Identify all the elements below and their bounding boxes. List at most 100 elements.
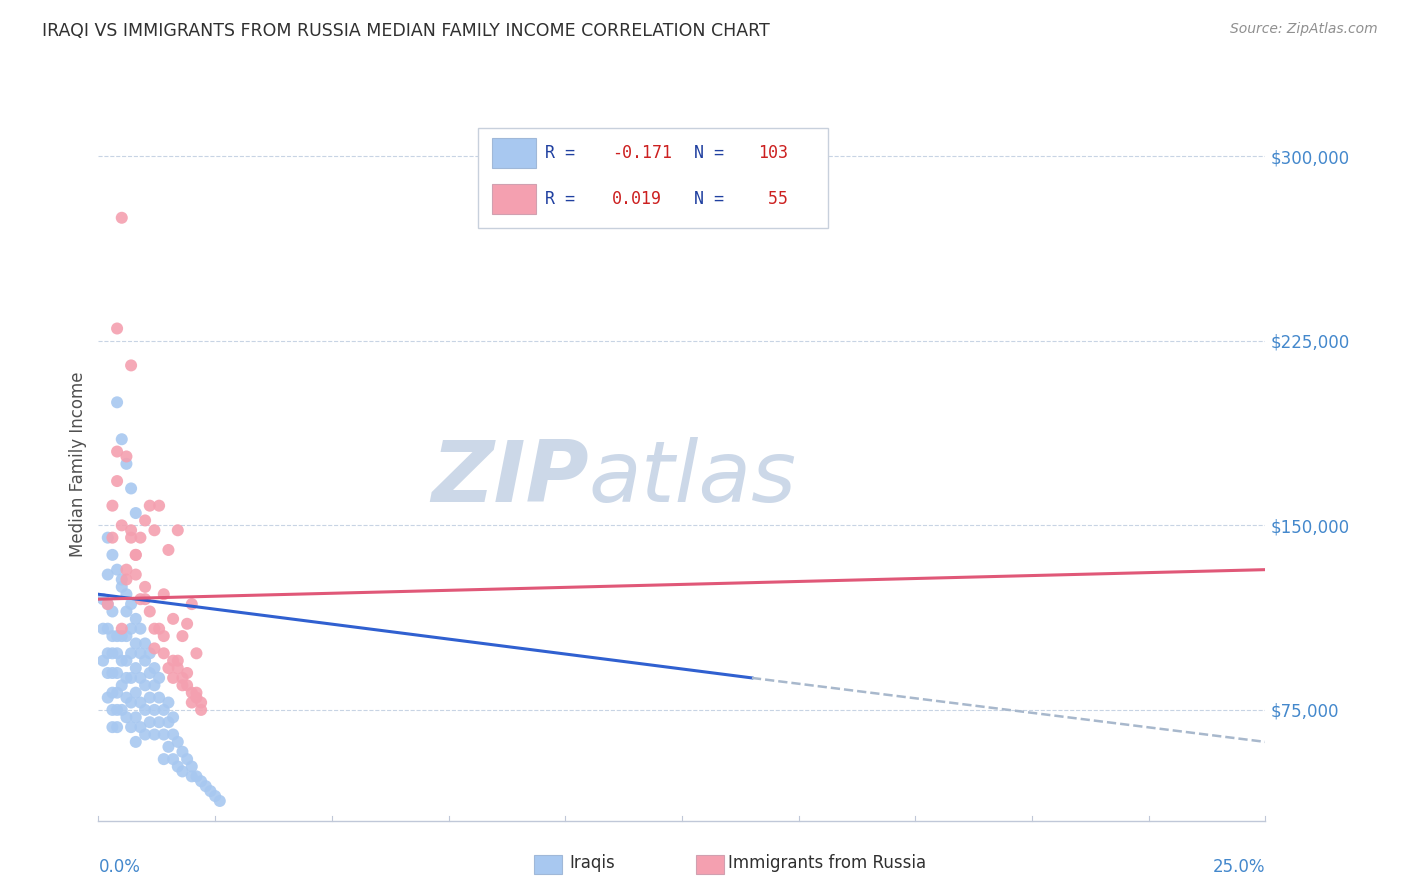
Point [134,678,156,692]
Point [148,690,170,705]
Point [162,710,184,724]
Point [172,678,194,692]
FancyBboxPatch shape [478,128,828,228]
Point [166,523,188,537]
Point [115,450,138,464]
Point [152,752,174,766]
Point [148,499,170,513]
Text: Iraqis: Iraqis [569,854,616,871]
Point [143,727,166,741]
Point [115,457,138,471]
Point [134,636,156,650]
Point [101,605,124,619]
Point [134,654,156,668]
Point [101,629,124,643]
Point [120,359,142,373]
Point [125,636,148,650]
Point [186,646,208,660]
Text: IRAQI VS IMMIGRANTS FROM RUSSIA MEDIAN FAMILY INCOME CORRELATION CHART: IRAQI VS IMMIGRANTS FROM RUSSIA MEDIAN F… [42,22,770,40]
Point [176,752,198,766]
Point [120,671,142,685]
Point [162,752,184,766]
Point [111,629,134,643]
Point [139,690,162,705]
Point [166,759,188,773]
Point [101,686,124,700]
Point [180,759,202,773]
Point [166,735,188,749]
Point [115,690,138,705]
Point [139,646,162,660]
Point [162,671,184,685]
Point [186,690,208,705]
Point [97,646,120,660]
Point [129,720,152,734]
Point [172,671,194,685]
Point [97,597,120,611]
Point [125,506,148,520]
Point [129,671,152,685]
Point [134,592,156,607]
Text: R =: R = [546,144,585,161]
Point [166,661,188,675]
Point [143,661,166,675]
Point [157,543,180,558]
Point [115,671,138,685]
Point [139,499,162,513]
Point [120,531,142,545]
Point [180,769,202,783]
Point [186,686,208,700]
Point [115,573,138,587]
Point [186,769,208,783]
Point [176,616,198,631]
Point [97,531,120,545]
Point [134,513,156,527]
Point [162,612,184,626]
Point [129,646,152,660]
Point [111,622,134,636]
Point [105,646,128,660]
Point [148,622,170,636]
Point [125,735,148,749]
Point [194,779,217,793]
Point [125,686,148,700]
Point [111,703,134,717]
Point [180,686,202,700]
Point [157,739,180,754]
Point [101,703,124,717]
Point [190,774,212,789]
Text: N =: N = [693,190,734,208]
Point [111,654,134,668]
Text: 0.019: 0.019 [612,190,662,208]
Text: 25.0%: 25.0% [1213,857,1265,876]
Point [91,592,114,607]
Point [101,720,124,734]
FancyBboxPatch shape [492,184,536,214]
Point [120,696,142,710]
Point [125,612,148,626]
Point [148,715,170,730]
Point [180,696,202,710]
Point [166,654,188,668]
Point [111,518,134,533]
Point [172,764,194,779]
Point [176,665,198,680]
Point [152,646,174,660]
Point [105,686,128,700]
Point [125,548,148,562]
Point [143,703,166,717]
Point [111,211,134,225]
Point [172,629,194,643]
Point [134,727,156,741]
Point [157,661,180,675]
Point [157,715,180,730]
Point [105,665,128,680]
Point [143,641,166,656]
Point [204,789,226,803]
Point [162,727,184,741]
Point [129,622,152,636]
FancyBboxPatch shape [492,137,536,168]
Text: Immigrants from Russia: Immigrants from Russia [728,854,927,871]
Text: 55: 55 [758,190,787,208]
Point [91,654,114,668]
